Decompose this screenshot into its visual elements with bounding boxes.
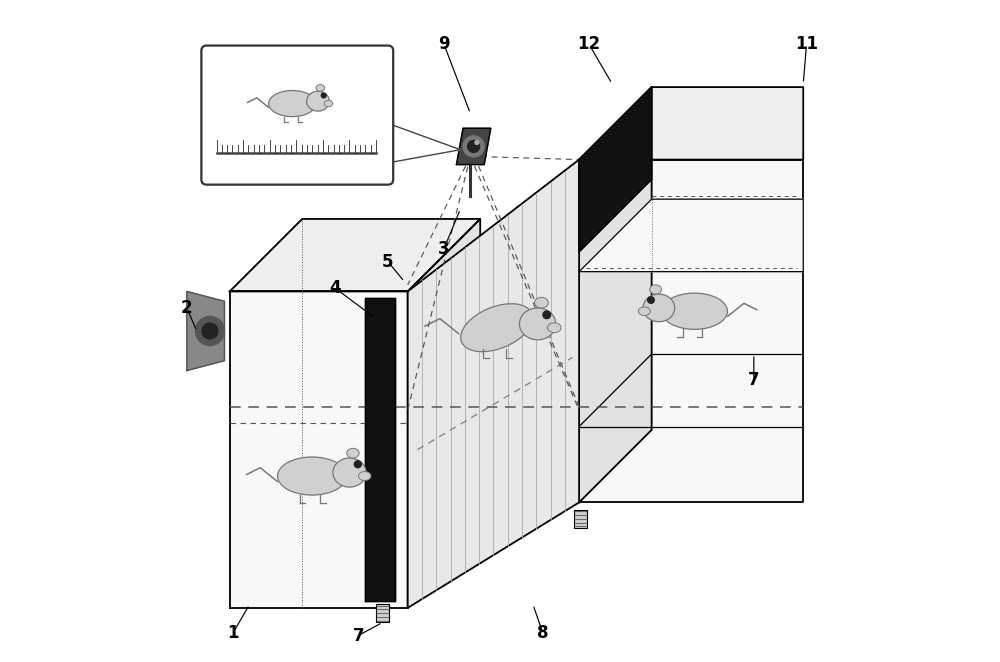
Polygon shape (187, 291, 224, 371)
FancyBboxPatch shape (574, 510, 587, 528)
Polygon shape (579, 199, 803, 271)
Circle shape (543, 311, 551, 318)
Polygon shape (388, 123, 460, 163)
FancyBboxPatch shape (201, 46, 393, 185)
Text: 9: 9 (438, 35, 450, 53)
Circle shape (468, 140, 480, 152)
Text: 12: 12 (577, 35, 601, 53)
Text: 7: 7 (352, 626, 364, 645)
Ellipse shape (519, 308, 556, 340)
Circle shape (463, 136, 484, 157)
Ellipse shape (638, 307, 650, 316)
Polygon shape (579, 160, 803, 502)
Ellipse shape (278, 457, 347, 495)
Circle shape (354, 461, 361, 468)
Ellipse shape (547, 323, 561, 332)
Ellipse shape (333, 458, 366, 487)
Ellipse shape (316, 85, 325, 91)
Polygon shape (456, 128, 491, 165)
Circle shape (321, 93, 326, 98)
Polygon shape (579, 87, 652, 502)
Circle shape (202, 323, 218, 339)
Ellipse shape (662, 293, 727, 330)
Text: 1: 1 (227, 624, 239, 642)
Polygon shape (579, 87, 652, 252)
Polygon shape (230, 219, 480, 291)
Polygon shape (408, 219, 480, 608)
Ellipse shape (358, 471, 371, 481)
Polygon shape (579, 87, 803, 160)
Text: 2: 2 (181, 299, 193, 317)
Circle shape (475, 140, 479, 144)
Ellipse shape (643, 294, 675, 322)
Text: 7: 7 (748, 371, 760, 389)
Circle shape (195, 316, 224, 346)
Ellipse shape (650, 285, 662, 294)
Text: 5: 5 (382, 253, 394, 271)
Text: 11: 11 (795, 35, 818, 53)
Polygon shape (365, 298, 395, 601)
Circle shape (648, 297, 654, 303)
Polygon shape (408, 160, 579, 608)
Ellipse shape (461, 304, 533, 352)
Text: 8: 8 (537, 624, 549, 642)
Ellipse shape (324, 101, 333, 107)
Polygon shape (230, 291, 408, 608)
FancyBboxPatch shape (376, 604, 389, 622)
Ellipse shape (535, 297, 548, 308)
Ellipse shape (307, 91, 329, 111)
Ellipse shape (347, 448, 359, 458)
Text: 4: 4 (329, 279, 341, 297)
Text: 3: 3 (438, 240, 450, 258)
Ellipse shape (269, 91, 316, 117)
